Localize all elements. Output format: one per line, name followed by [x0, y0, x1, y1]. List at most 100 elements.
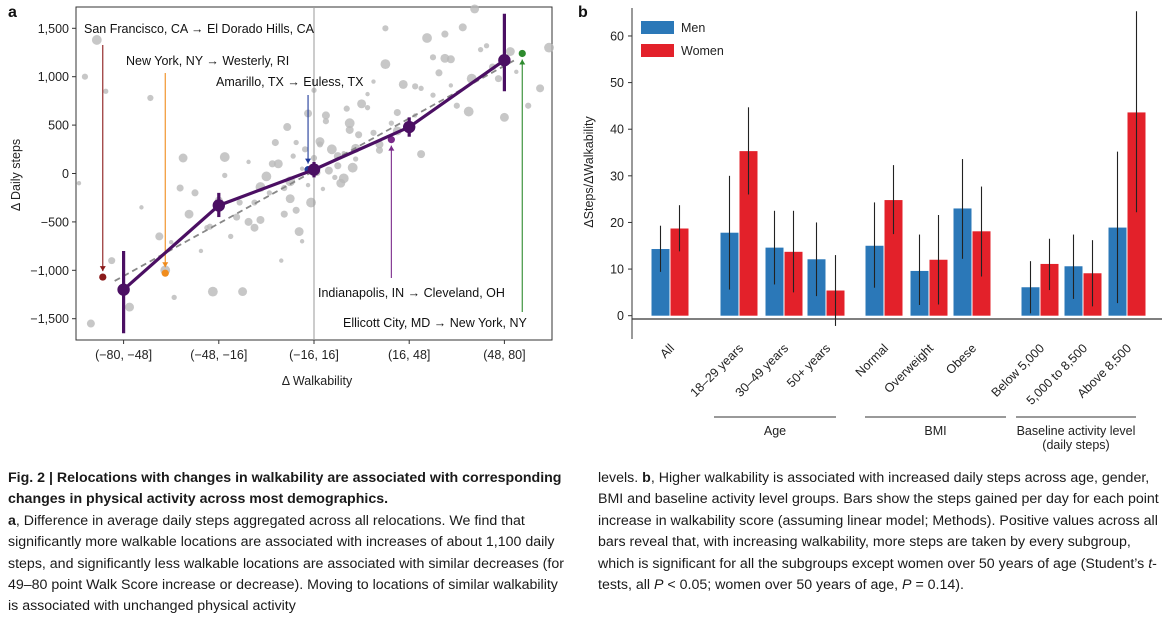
background-point	[353, 156, 359, 162]
y-axis-ticks: −1,500 −1,000 −500 0 500 1,000 1,500	[30, 22, 76, 326]
background-point	[345, 125, 354, 134]
background-point	[184, 209, 194, 219]
group-label: BMI	[924, 424, 946, 438]
background-point	[453, 102, 460, 109]
y-tick-label: 20	[610, 216, 624, 230]
background-point	[81, 73, 89, 80]
background-point	[178, 153, 188, 163]
background-point	[244, 217, 253, 226]
background-point	[544, 42, 554, 53]
group-label: Baseline activity level (daily steps)	[1017, 424, 1136, 452]
background-point	[301, 146, 309, 153]
background-point	[371, 79, 376, 84]
bar-men	[651, 249, 670, 316]
background-point	[280, 210, 288, 218]
background-point	[155, 232, 164, 241]
background-point	[398, 79, 408, 89]
caption-panel-b-text-1: , Higher walkability is associated with …	[598, 470, 1159, 572]
background-point	[125, 302, 134, 312]
background-point	[228, 233, 234, 240]
caption-title: Relocations with changes in walkability …	[8, 470, 562, 508]
annotation-arrowhead	[388, 145, 395, 151]
background-point	[292, 206, 300, 214]
figure: a San Francisco, CA → El Dorado Hills, C…	[8, 4, 1162, 452]
background-point	[198, 248, 204, 254]
background-point	[320, 186, 326, 192]
group-label-line: BMI	[924, 424, 946, 438]
background-point	[370, 129, 377, 136]
y-tick-label: 50	[610, 76, 624, 90]
y-tick-label: 500	[48, 119, 69, 133]
annotation-label: San Francisco, CA → El Dorado Hills, CA	[84, 22, 315, 36]
caption-right-column: levels. b, Higher walkability is associa…	[598, 468, 1162, 596]
annotation-label: New York, NY → Westerly, RI	[126, 54, 289, 68]
background-point	[446, 55, 455, 64]
background-point	[435, 69, 443, 77]
background-point	[169, 240, 174, 245]
group-label-line: (daily steps)	[1042, 438, 1109, 452]
background-point	[271, 138, 279, 147]
background-point	[305, 182, 311, 188]
background-point	[417, 150, 426, 159]
background-point	[494, 75, 503, 83]
caption-panel-a-label: a	[8, 512, 16, 529]
panel-a-scatter-chart: San Francisco, CA → El Dorado Hills, CA N…	[9, 4, 554, 388]
background-point	[525, 102, 532, 109]
background-point	[222, 172, 228, 179]
trend-line	[114, 58, 517, 282]
background-point	[382, 25, 389, 32]
bar-women	[670, 228, 689, 316]
x-tick-label: (−80, −48]	[95, 348, 152, 362]
background-point	[191, 189, 199, 197]
background-points	[76, 4, 554, 328]
binned-mean-point	[307, 163, 321, 176]
background-point	[343, 105, 350, 112]
y-tick-label: 1,000	[38, 70, 69, 84]
background-point	[279, 258, 284, 263]
annotation-label: Amarillo, TX → Euless, TX	[216, 75, 364, 89]
y-axis-label: ΔSteps/ΔWalkability	[582, 116, 596, 228]
annotation-label: Indianapolis, IN → Cleveland, OH	[318, 286, 505, 300]
background-point	[364, 105, 371, 111]
panel-b-label: b	[578, 4, 588, 21]
category-label: 50+ years	[784, 341, 833, 390]
background-point	[332, 174, 338, 181]
annotation-arrowhead	[99, 266, 106, 272]
background-point	[147, 94, 154, 102]
background-point	[299, 239, 305, 244]
background-point	[246, 159, 251, 165]
background-point	[236, 199, 243, 206]
background-point	[441, 30, 449, 38]
background-point	[171, 294, 177, 301]
category-label: Overweight	[882, 341, 937, 396]
bar-women	[884, 200, 903, 316]
y-tick-label: 60	[610, 29, 624, 43]
group-labels: Age BMI Baseline activity level (daily step…	[714, 416, 1136, 452]
y-tick-label: −1,500	[30, 312, 69, 326]
y-tick-label: −1,000	[30, 264, 69, 278]
annotation-label: Ellicott City, MD → New York, NY	[343, 316, 528, 330]
caption-p-symbol-1: P	[653, 577, 664, 594]
background-point	[393, 108, 401, 117]
bar-women	[739, 151, 758, 316]
background-point	[290, 153, 296, 159]
background-point	[458, 23, 467, 32]
background-point	[448, 83, 454, 88]
binned-mean-point	[212, 199, 225, 212]
background-point	[412, 83, 419, 90]
background-point	[316, 141, 324, 148]
annotation-arrowhead	[305, 158, 312, 164]
bar-women	[1127, 112, 1146, 316]
legend-label: Men	[681, 21, 705, 35]
background-point	[463, 106, 474, 117]
background-point	[283, 123, 292, 132]
background-point	[238, 287, 248, 297]
binned-mean-point	[403, 120, 416, 134]
background-point	[207, 286, 218, 297]
background-point	[380, 59, 391, 70]
y-axis-ticks: 0 10 20 30 40 50 60	[610, 29, 632, 323]
background-point	[347, 162, 358, 173]
y-axis-label: Δ Daily steps	[9, 139, 23, 211]
binned-means	[117, 13, 511, 334]
category-label: All	[657, 341, 677, 361]
